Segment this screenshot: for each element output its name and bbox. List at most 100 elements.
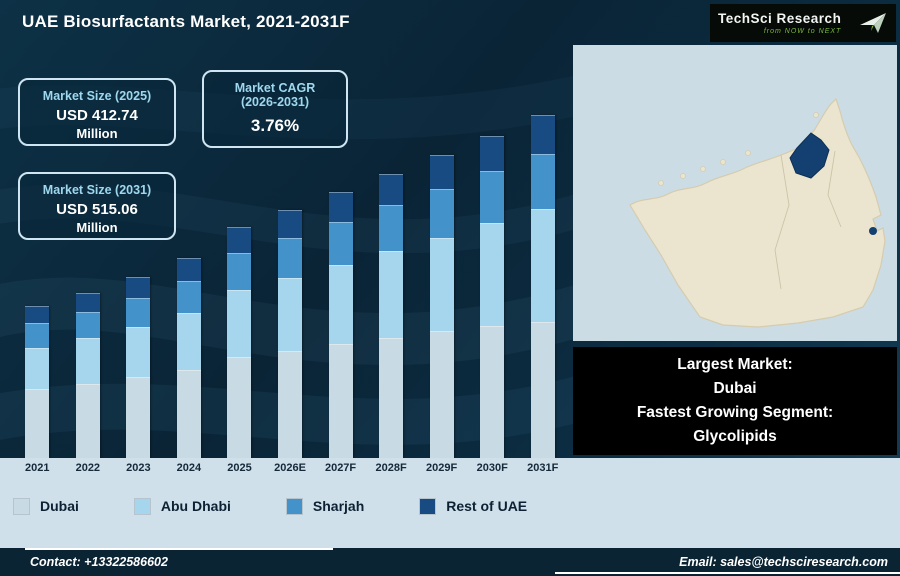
x-axis-labels: 2021 2022 2023 2024 2025 2026E 2027F 2028F 2029F… [12, 462, 568, 474]
logo-tagline: from NOW to NEXT [763, 28, 842, 35]
bar-segment-rest-of-uae [25, 305, 50, 324]
bar-segment-sharjah [379, 205, 404, 252]
legend-label: Abu Dhabi [160, 498, 231, 514]
bar-segment-sharjah [429, 188, 454, 238]
legend-swatch [134, 498, 150, 514]
bar-segment-abu-dhabi [530, 208, 555, 322]
bar-segment-abu-dhabi [379, 251, 404, 338]
paper-plane-icon [860, 13, 886, 33]
bar-column [366, 50, 417, 458]
bar-segment-abu-dhabi [328, 265, 353, 345]
bar-column [63, 50, 114, 458]
bar-chart [12, 50, 568, 458]
info-box-line: Fastest Growing Segment: [636, 404, 834, 421]
bar-segment-sharjah [530, 153, 555, 209]
stat-card-market-size-2025: Market Size (2025) USD 412.74 Million [18, 78, 176, 146]
x-axis-label: 2023 [126, 462, 151, 474]
legend-item-sharjah: Sharjah [286, 498, 365, 514]
bar-segment-abu-dhabi [429, 237, 454, 332]
info-box-line: Glycolipids [693, 428, 777, 446]
stacked-bar-2026e [278, 209, 302, 458]
stat-card-label: Market Size (2031) [42, 183, 152, 197]
footer-divider-top [25, 548, 333, 550]
x-axis-label: 2028F [375, 462, 407, 474]
bar-segment-sharjah [227, 252, 252, 290]
stacked-bar-2023 [126, 277, 151, 458]
bar-segment-dubai [75, 383, 100, 458]
stat-card-market-size-2031: Market Size (2031) USD 515.06 Million [18, 172, 176, 240]
footer-divider-bottom [555, 572, 900, 574]
stat-card-value: USD 412.74 [56, 107, 138, 124]
bar-column [315, 50, 366, 458]
bar-segment-abu-dhabi [480, 223, 505, 327]
x-axis-label: 2022 [75, 462, 101, 474]
bar-segment-sharjah [126, 297, 151, 328]
bar-segment-sharjah [75, 311, 100, 339]
bar-segment-dubai [480, 326, 505, 458]
stacked-bar-2021 [25, 305, 50, 458]
bar-segment-abu-dhabi [25, 347, 50, 389]
uae-map [629, 97, 886, 328]
bar-segment-rest-of-uae [278, 209, 302, 238]
bar-segment-sharjah [25, 323, 50, 348]
techsci-logo: TechSci Research from NOW to NEXT [710, 4, 896, 42]
logo-text: TechSci Research from NOW to NEXT [718, 11, 841, 35]
bar-segment-abu-dhabi [75, 338, 100, 384]
legend: Dubai Abu Dhabi Sharjah Rest of UAE [14, 498, 527, 514]
stat-card-label: Market CAGR [234, 81, 316, 95]
bar-segment-dubai [328, 344, 353, 458]
bar-segment-sharjah [328, 222, 353, 266]
bar-segment-rest-of-uae [176, 257, 201, 281]
bar-segment-dubai [227, 356, 252, 458]
bar-column [467, 50, 518, 458]
stacked-bar-2029f [429, 155, 454, 458]
bar-segment-rest-of-uae [328, 192, 353, 223]
legend-swatch [420, 498, 436, 514]
legend-swatch [286, 498, 302, 514]
stat-card-value: 3.76% [250, 116, 300, 135]
x-axis-label: 2024 [176, 462, 202, 474]
bar-segment-sharjah [176, 280, 201, 313]
bar-segment-rest-of-uae [480, 135, 505, 172]
x-axis-label: 2025 [227, 462, 252, 474]
bar-segment-abu-dhabi [227, 289, 252, 357]
bar-segment-dubai [176, 369, 201, 458]
stacked-bar-2024 [176, 257, 201, 458]
bar-column [164, 50, 215, 458]
info-box-line: Largest Market: [677, 355, 793, 373]
bar-segment-rest-of-uae [429, 155, 454, 189]
bar-segment-rest-of-uae [530, 115, 555, 154]
bar-column [416, 50, 467, 458]
bar-segment-abu-dhabi [126, 327, 151, 378]
bar-column [113, 50, 164, 458]
bar-column [214, 50, 265, 458]
stat-card-label: Market Size (2025) [42, 89, 152, 103]
footer-contact: Contact: +13322586602 [30, 555, 168, 569]
info-box: Largest Market: Dubai Fastest Growing Se… [573, 347, 897, 455]
stacked-bar-2022 [75, 292, 100, 458]
bar-segment-rest-of-uae [126, 277, 151, 298]
page-title: UAE Biosurfactants Market, 2021-2031F [22, 12, 350, 31]
stat-card-label-line2: (2026-2031) [240, 95, 310, 109]
stacked-bar-2025 [227, 226, 252, 458]
stat-card-unit: Million [76, 126, 118, 141]
stat-card-unit: Million [76, 220, 118, 235]
bar-segment-dubai [126, 377, 151, 458]
footer-email: Email: sales@techsciresearch.com [679, 555, 888, 569]
stacked-bar-2031f [530, 115, 555, 458]
bar-segment-abu-dhabi [278, 277, 302, 351]
stat-card-cagr: Market CAGR (2026-2031) 3.76% [202, 70, 348, 148]
x-axis-label: 2026E [274, 462, 306, 474]
bar-segment-dubai [429, 331, 454, 458]
x-axis-label: 2021 [25, 462, 50, 474]
bar-segment-sharjah [278, 237, 302, 278]
map-land-uae [629, 97, 886, 328]
bar-segment-rest-of-uae [379, 173, 404, 206]
legend-item-rest-of-uae: Rest of UAE [420, 498, 527, 514]
legend-label: Sharjah [312, 498, 365, 514]
bar-segment-abu-dhabi [176, 312, 201, 370]
map-region-hatta [869, 227, 877, 235]
footer: Contact: +13322586602 Email: sales@techs… [0, 548, 900, 576]
x-axis-label: 2027F [324, 462, 357, 474]
bar-segment-rest-of-uae [75, 292, 100, 312]
